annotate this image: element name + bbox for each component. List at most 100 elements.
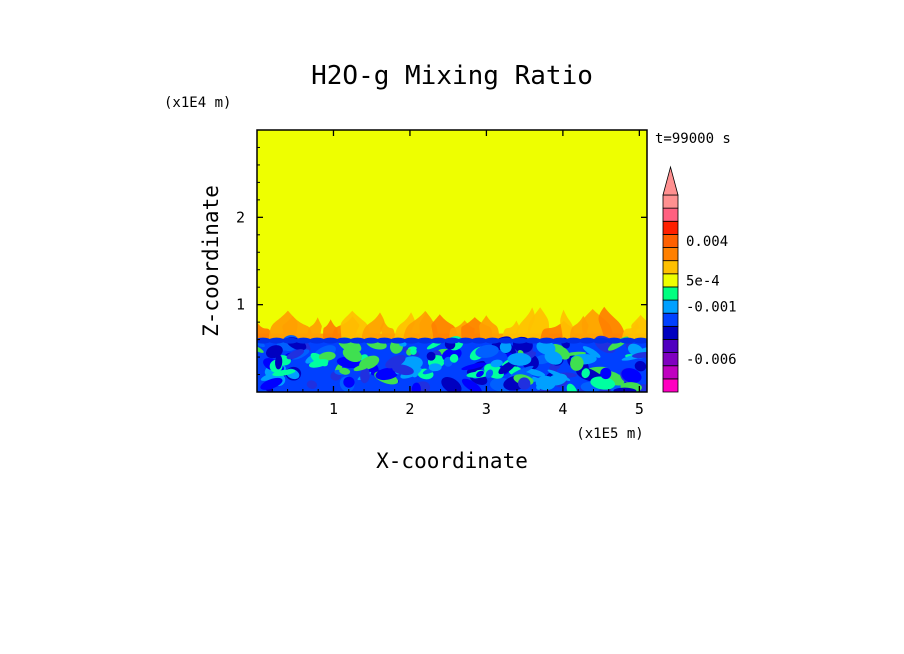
colorbar-segment: [662, 312, 679, 327]
negative-edge: [417, 337, 433, 344]
negative-cell: [343, 376, 355, 388]
negative-cell: [490, 359, 503, 368]
x-scale-label: (x1E5 m): [576, 426, 643, 442]
negative-cell: [286, 349, 305, 360]
y-axis-label: Z-coordinate: [199, 185, 223, 337]
negative-edge: [309, 337, 325, 344]
negative-edge: [322, 337, 339, 344]
colorbar-label: 5e-4: [686, 273, 720, 289]
negative-cell: [308, 359, 329, 368]
plume-cell: [307, 317, 322, 340]
negative-edge: [484, 337, 501, 344]
time-label: t=99000 s: [655, 131, 731, 147]
negative-edge: [336, 337, 352, 344]
plot-frame: [256, 129, 648, 393]
plume-cell: [598, 306, 627, 340]
colorbar-label: -0.006: [686, 352, 737, 368]
colorbar-segment: [662, 233, 679, 248]
colorbar-segment: [662, 339, 679, 354]
colorbar-segment: [662, 194, 679, 209]
colorbar-segment: [662, 207, 679, 222]
colorbar-segment: [662, 247, 679, 262]
chart-title: H2O-g Mixing Ratio: [311, 61, 593, 91]
colorbar-segment: [662, 220, 679, 235]
negative-cell: [385, 354, 406, 369]
negative-edge: [606, 337, 622, 344]
x-tick-label: 4: [558, 400, 567, 418]
negative-cell: [318, 351, 336, 361]
negative-cell: [353, 363, 370, 372]
negative-cell: [272, 369, 296, 377]
negative-edge: [498, 337, 514, 344]
negative-cell: [535, 375, 556, 391]
negative-cell: [461, 362, 487, 371]
negative-edge: [282, 337, 298, 344]
plume-cell: [379, 320, 396, 340]
negative-cell: [441, 377, 462, 392]
negative-cell: [275, 354, 283, 370]
negative-edge: [592, 337, 609, 344]
negative-cell: [449, 353, 459, 363]
negative-cell: [360, 367, 370, 384]
negative-cell: [518, 377, 531, 390]
negative-cell: [582, 346, 601, 358]
negative-cell: [632, 351, 647, 359]
negative-cell: [634, 360, 647, 372]
negative-edge: [538, 337, 555, 344]
y-tick-label: 2: [236, 208, 245, 226]
colorbar-extend-arrow: [662, 165, 679, 196]
negative-edge: [349, 337, 366, 344]
negative-edge: [552, 337, 568, 344]
negative-cell: [392, 364, 414, 376]
plume-cell: [361, 312, 385, 340]
negative-edge: [457, 337, 474, 344]
negative-cell: [613, 387, 637, 392]
negative-cell: [411, 382, 421, 392]
colorbar-label: 0.004: [686, 234, 728, 250]
colorbar-segment: [662, 286, 679, 301]
colorbar-segment: [662, 352, 679, 367]
negative-cell: [566, 383, 578, 392]
negative-edge: [295, 337, 312, 344]
plume-cell: [257, 321, 272, 340]
negative-edge: [525, 337, 541, 344]
negative-edge: [268, 337, 285, 344]
y-axis: 12: [236, 146, 647, 376]
colorbar-segment: [662, 273, 679, 288]
colorbar-segment: [662, 378, 679, 393]
negative-edge: [430, 337, 447, 344]
negative-cell: [306, 380, 317, 389]
negative-edge: [390, 337, 406, 344]
x-axis: 1 2 3 4 5: [271, 130, 644, 418]
negative-cell: [547, 369, 571, 381]
negative-edge: [444, 337, 460, 344]
negative-cell: [410, 348, 417, 355]
negative-edge: [471, 337, 487, 344]
negative-edge: [646, 339, 647, 342]
negative-edge: [633, 337, 647, 344]
negative-edge: [376, 337, 393, 344]
negative-cell: [621, 368, 642, 383]
negative-cell: [428, 363, 442, 372]
negative-edge: [579, 337, 595, 344]
x-tick-label: 3: [482, 400, 491, 418]
negative-cell: [600, 367, 612, 380]
colorbar-segment: [662, 325, 679, 340]
x-tick-label: 5: [635, 400, 644, 418]
negative-edge: [363, 337, 379, 344]
colorbar-segment: [662, 299, 679, 314]
negative-edge: [257, 337, 271, 344]
negative-edge: [619, 337, 636, 344]
negative-cell: [590, 376, 616, 390]
negative-cell: [475, 344, 499, 358]
negative-edge: [403, 337, 420, 344]
negative-cell: [523, 368, 546, 377]
colorbar-label: -0.001: [686, 300, 737, 316]
contour-field: [257, 130, 647, 392]
negative-cell: [570, 356, 584, 371]
negative-cell: [426, 351, 436, 361]
negative-cell: [498, 360, 517, 375]
plume-cell: [282, 316, 313, 340]
negative-cell: [536, 340, 556, 355]
